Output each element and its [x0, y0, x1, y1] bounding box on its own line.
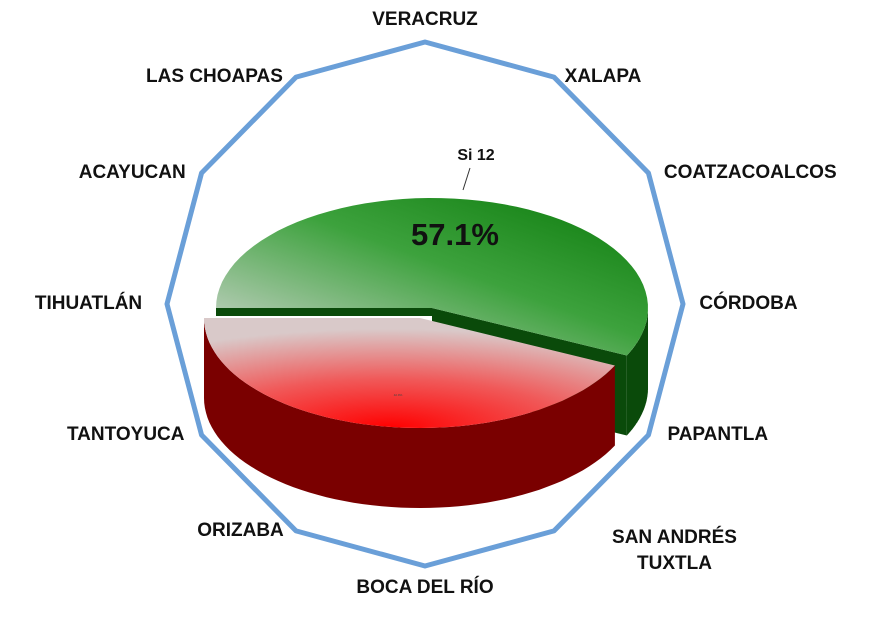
frame-label: ORIZABA	[197, 519, 284, 541]
slice-cut	[216, 308, 432, 316]
category-label: Si 12	[457, 147, 494, 164]
frame-label: ACAYUCAN	[78, 162, 186, 183]
value-label: 57.1%	[411, 217, 499, 252]
frame-label: TIHUATLÁN	[34, 293, 143, 314]
frame-label: COATZACOALCOS	[663, 162, 837, 183]
frame-label: VERACRUZ	[372, 9, 478, 30]
slice-side	[204, 318, 615, 508]
value-label: 42.9%	[394, 393, 403, 397]
frame-label: TANTOYUCA	[66, 424, 185, 445]
frame-label: LAS CHOAPAS	[146, 66, 283, 88]
leader-line	[462, 167, 471, 191]
frame-label: SAN ANDRÉS TUXTLA	[612, 526, 737, 574]
frame-label: XALAPA	[564, 66, 642, 88]
frame	[164, 39, 686, 569]
frame-label: BOCA DEL RÍO	[356, 577, 494, 598]
slice	[204, 318, 615, 428]
frame-label: CÓRDOBA	[699, 293, 798, 314]
frame-label: PAPANTLA	[667, 424, 769, 445]
slice	[216, 198, 648, 356]
slice-side	[626, 308, 648, 436]
